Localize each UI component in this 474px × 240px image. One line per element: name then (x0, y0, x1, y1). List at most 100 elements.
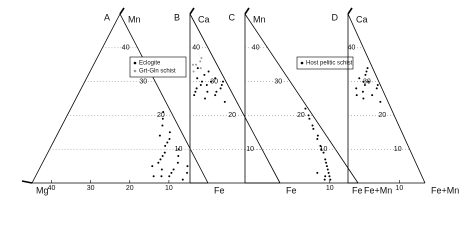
data-point (324, 158, 327, 161)
data-point (159, 158, 162, 161)
legend-marker (300, 61, 304, 65)
legend-label: Grt-Gln schist (139, 69, 176, 75)
figure: 40 30 20 10 40 30 20 10 A Mn Mg Fe 40 30 20 10 B Ca Fe Eclo… (21, 7, 459, 195)
x-tick-label: 10 (326, 185, 334, 192)
data-point (322, 151, 325, 154)
data-point (210, 80, 212, 83)
triangle-edge (189, 13, 281, 184)
data-point (164, 144, 167, 147)
data-point (207, 70, 210, 73)
apex-label: Ca (198, 14, 210, 24)
data-point (323, 178, 326, 181)
data-point (355, 94, 358, 97)
triangle-edge (31, 13, 121, 184)
corner-label: Fe+Mn (431, 185, 459, 195)
corner-label: Fe (352, 185, 363, 195)
data-point (192, 70, 195, 73)
data-point (176, 161, 179, 164)
y-tick-label: 10 (394, 146, 402, 153)
data-point (316, 138, 319, 141)
data-point (367, 80, 370, 83)
data-point (161, 124, 164, 127)
y-tick-label: 30 (139, 78, 147, 85)
data-point (194, 90, 197, 93)
data-point (168, 131, 171, 134)
corner-label: Mg (36, 185, 49, 195)
y-tick-label: 20 (228, 112, 236, 119)
legend-box (296, 56, 354, 70)
panel-label: A (104, 12, 110, 22)
data-point (177, 154, 180, 157)
y-tick-label: 40 (122, 45, 130, 52)
legend-label: Eclogite (139, 61, 161, 67)
apex-arrow (119, 7, 125, 15)
y-tick-label: 30 (274, 78, 282, 85)
data-point (177, 148, 180, 151)
data-point (193, 94, 196, 97)
data-point (160, 168, 163, 171)
data-point (199, 60, 202, 63)
data-point (316, 134, 319, 137)
data-point (325, 161, 328, 164)
y-tick-label: 10 (246, 146, 254, 153)
data-point (196, 77, 199, 80)
data-point (376, 83, 379, 86)
data-point (355, 87, 358, 90)
data-point (362, 97, 365, 100)
apex-label: Mn (253, 14, 266, 24)
data-point (170, 171, 173, 174)
apex-label: Ca (356, 14, 368, 24)
data-point (220, 83, 223, 86)
data-point (326, 168, 329, 171)
data-point (203, 73, 206, 76)
data-point (152, 175, 155, 178)
data-point (358, 77, 361, 80)
data-point (161, 154, 164, 157)
data-point (158, 134, 161, 137)
data-point (195, 87, 198, 90)
data-point (195, 63, 197, 66)
data-point (222, 80, 224, 83)
data-point (214, 77, 217, 80)
data-point (223, 100, 226, 103)
data-point (375, 87, 378, 90)
data-point (200, 56, 203, 59)
data-point (161, 117, 164, 120)
data-point (379, 100, 382, 103)
panel-label: D (332, 12, 339, 22)
data-point (206, 90, 209, 93)
data-point (186, 165, 189, 168)
apex-arrow (189, 7, 195, 15)
data-point (199, 67, 202, 70)
y-tick-label: 30 (363, 78, 371, 85)
data-point (157, 161, 160, 164)
data-point (219, 87, 222, 90)
triangle-edge (244, 13, 359, 184)
data-point (151, 165, 154, 168)
y-tick-label: 10 (320, 146, 328, 153)
data-point (162, 111, 165, 114)
left-arrow (21, 180, 33, 184)
data-point (371, 94, 374, 97)
y-tick-label: 20 (297, 112, 305, 119)
y-tick-label: 20 (157, 112, 165, 119)
legend-box (129, 56, 187, 78)
triangle-edge (347, 13, 426, 184)
apex-arrow (347, 7, 353, 15)
x-tick-label: 30 (87, 185, 95, 192)
legend-label: Host pelitic schist (306, 61, 353, 67)
x-tick-label: 10 (395, 185, 403, 192)
data-point (361, 90, 364, 93)
data-point (192, 63, 194, 66)
data-point (366, 67, 369, 70)
x-tick-label: 10 (165, 185, 173, 192)
data-point (215, 90, 218, 93)
legend-marker (133, 69, 137, 73)
corner-label: Fe+Mn (364, 185, 392, 195)
data-point (214, 94, 217, 97)
triangle-edge (119, 13, 209, 184)
y-tick-label: 40 (348, 45, 356, 52)
data-point (311, 124, 314, 127)
panel-label: C (229, 12, 236, 22)
data-point (199, 83, 202, 86)
